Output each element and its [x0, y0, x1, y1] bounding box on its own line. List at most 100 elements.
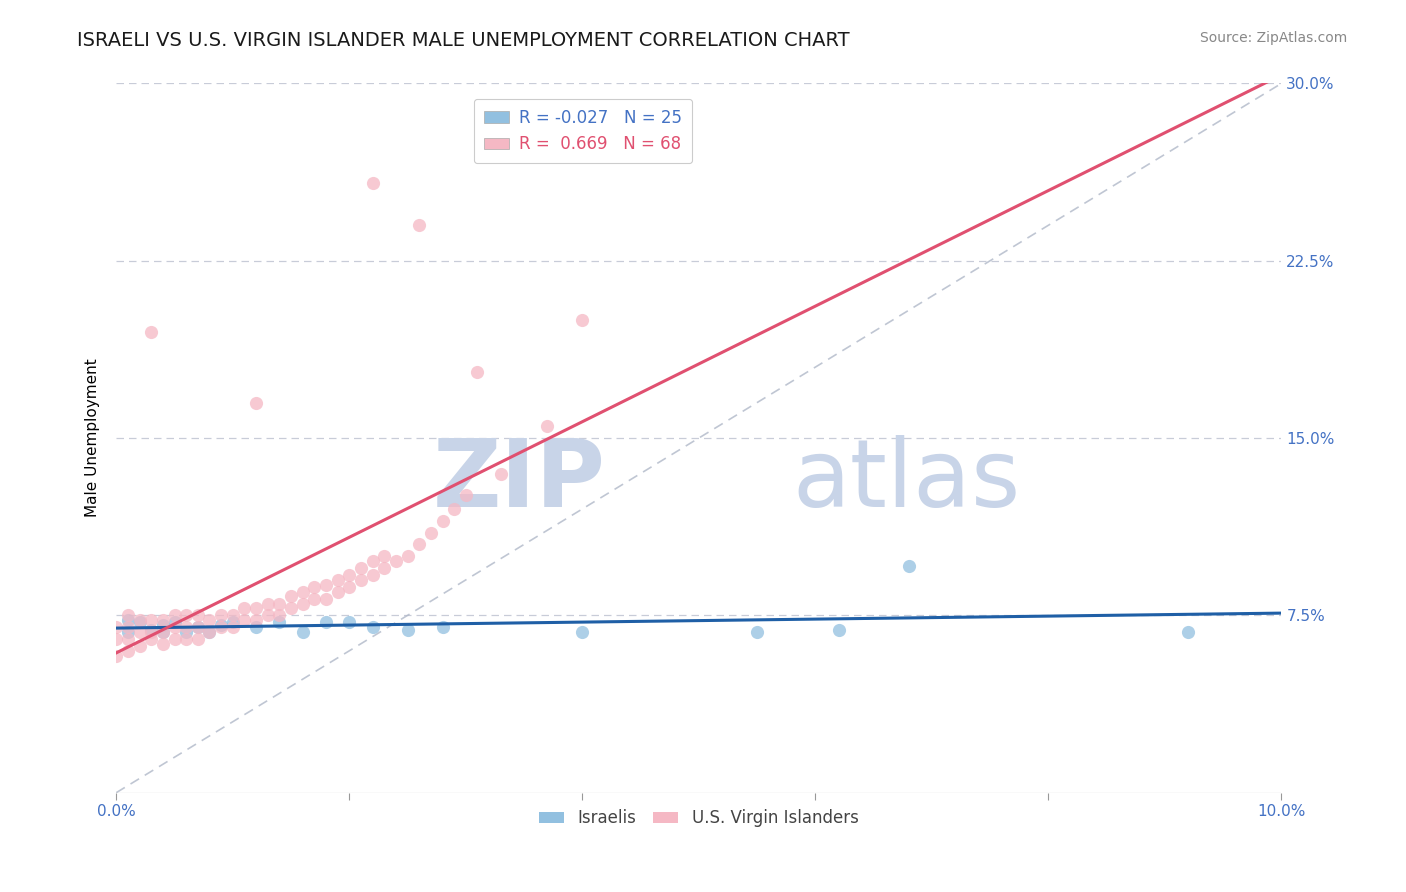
- Point: [117, 608, 139, 623]
- Point: [350, 561, 373, 575]
- Point: [105, 632, 128, 646]
- Text: atlas: atlas: [792, 434, 1021, 526]
- Point: [128, 639, 150, 653]
- Point: [373, 561, 395, 575]
- Point: [291, 597, 314, 611]
- Point: [209, 608, 232, 623]
- Point: [152, 624, 174, 639]
- Point: [128, 615, 150, 630]
- Point: [269, 608, 291, 623]
- Point: [187, 608, 209, 623]
- Point: [198, 613, 221, 627]
- Point: [222, 620, 245, 634]
- Point: [361, 620, 384, 634]
- Point: [222, 615, 245, 630]
- Point: [141, 632, 163, 646]
- Legend: Israelis, U.S. Virgin Islanders: Israelis, U.S. Virgin Islanders: [533, 803, 865, 834]
- Point: [827, 623, 849, 637]
- Point: [337, 615, 360, 630]
- Point: [361, 568, 384, 582]
- Point: [209, 617, 232, 632]
- Point: [326, 573, 349, 587]
- Point: [256, 597, 278, 611]
- Point: [128, 624, 150, 639]
- Point: [117, 620, 139, 634]
- Point: [280, 601, 302, 615]
- Point: [280, 590, 302, 604]
- Point: [361, 176, 384, 190]
- Point: [432, 514, 454, 528]
- Point: [141, 623, 163, 637]
- Point: [745, 624, 768, 639]
- Point: [245, 601, 267, 615]
- Point: [152, 617, 174, 632]
- Point: [187, 620, 209, 634]
- Point: [163, 608, 186, 623]
- Point: [141, 325, 163, 339]
- Point: [571, 624, 593, 639]
- Point: [209, 620, 232, 634]
- Point: [152, 637, 174, 651]
- Point: [163, 632, 186, 646]
- Point: [315, 577, 337, 591]
- Point: [897, 558, 920, 573]
- Point: [256, 608, 278, 623]
- Point: [141, 624, 163, 639]
- Point: [163, 615, 186, 630]
- Point: [315, 591, 337, 606]
- Point: [245, 620, 267, 634]
- Point: [163, 620, 186, 634]
- Point: [174, 620, 197, 634]
- Point: [174, 624, 197, 639]
- Point: [117, 624, 139, 639]
- Point: [187, 620, 209, 634]
- Point: [337, 568, 360, 582]
- Point: [408, 219, 430, 233]
- Point: [326, 584, 349, 599]
- Point: [105, 620, 128, 634]
- Point: [187, 632, 209, 646]
- Point: [128, 613, 150, 627]
- Point: [174, 632, 197, 646]
- Point: [419, 525, 441, 540]
- Point: [245, 395, 267, 409]
- Point: [152, 613, 174, 627]
- Point: [152, 624, 174, 639]
- Point: [245, 613, 267, 627]
- Point: [304, 580, 326, 594]
- Point: [198, 624, 221, 639]
- Point: [385, 554, 408, 568]
- Point: [350, 573, 373, 587]
- Text: Source: ZipAtlas.com: Source: ZipAtlas.com: [1199, 31, 1347, 45]
- Text: ISRAELI VS U.S. VIRGIN ISLANDER MALE UNEMPLOYMENT CORRELATION CHART: ISRAELI VS U.S. VIRGIN ISLANDER MALE UNE…: [77, 31, 851, 50]
- Point: [269, 597, 291, 611]
- Point: [361, 554, 384, 568]
- Point: [105, 648, 128, 663]
- Point: [233, 613, 256, 627]
- Point: [443, 502, 465, 516]
- Point: [269, 615, 291, 630]
- Point: [315, 615, 337, 630]
- Point: [489, 467, 512, 481]
- Point: [432, 620, 454, 634]
- Point: [536, 419, 558, 434]
- Text: ZIP: ZIP: [433, 434, 606, 526]
- Point: [174, 608, 197, 623]
- Y-axis label: Male Unemployment: Male Unemployment: [86, 359, 100, 517]
- Point: [337, 580, 360, 594]
- Point: [117, 613, 139, 627]
- Point: [454, 488, 477, 502]
- Point: [291, 584, 314, 599]
- Point: [222, 608, 245, 623]
- Point: [141, 613, 163, 627]
- Point: [467, 365, 489, 379]
- Point: [396, 623, 419, 637]
- Point: [117, 644, 139, 658]
- Point: [408, 537, 430, 551]
- Point: [233, 601, 256, 615]
- Point: [373, 549, 395, 564]
- Point: [304, 591, 326, 606]
- Point: [571, 313, 593, 327]
- Point: [291, 624, 314, 639]
- Point: [117, 632, 139, 646]
